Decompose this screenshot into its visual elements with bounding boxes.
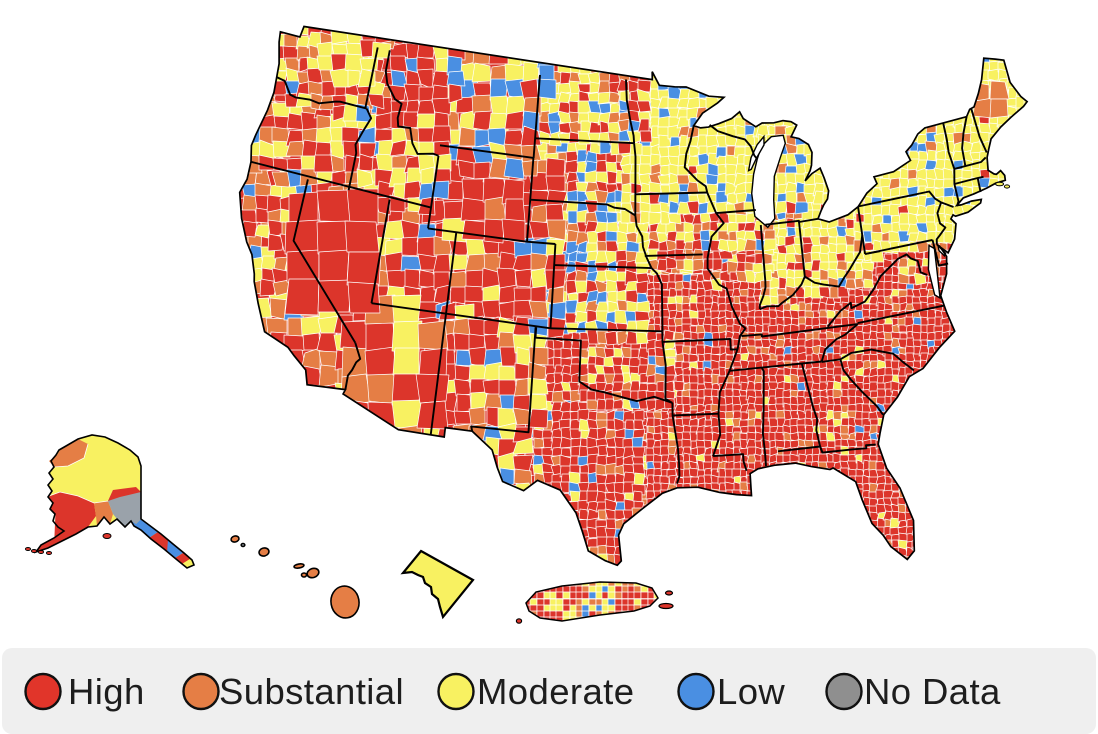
svg-text:No Data: No Data <box>864 671 1001 712</box>
svg-text:Low: Low <box>717 671 785 712</box>
svg-text:Substantial: Substantial <box>219 671 404 712</box>
svg-text:Moderate: Moderate <box>477 671 634 712</box>
svg-text:High: High <box>68 671 145 712</box>
